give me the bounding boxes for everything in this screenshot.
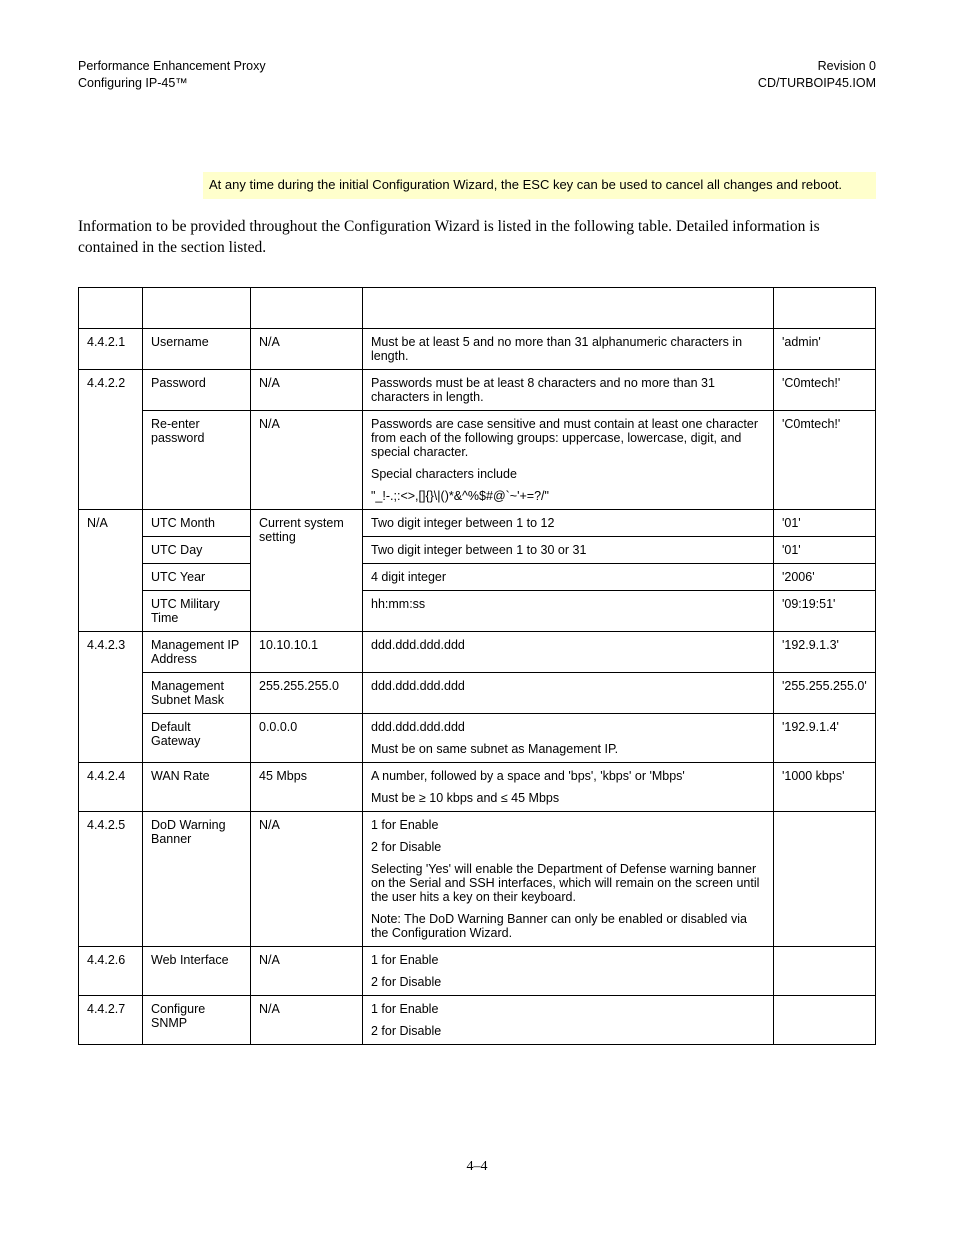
cell-field: WAN Rate: [143, 763, 251, 812]
cell-default: 0.0.0.0: [251, 714, 363, 763]
cell-default: N/A: [251, 947, 363, 996]
cell-section: 4.4.2.6: [79, 947, 143, 996]
cell-field: DoD Warning Banner: [143, 812, 251, 947]
cell-desc: 1 for Enable 2 for Disable Selecting 'Ye…: [363, 812, 774, 947]
cell-field: UTC Military Time: [143, 591, 251, 632]
table-row: 4.4.2.2 Password N/A Passwords must be a…: [79, 370, 876, 411]
cell-field: Username: [143, 329, 251, 370]
cell-example: '2006': [774, 564, 876, 591]
cell-section: 4.4.2.2: [79, 370, 143, 510]
table-row: 4.4.2.1 Username N/A Must be at least 5 …: [79, 329, 876, 370]
cell-example: 'C0mtech!': [774, 370, 876, 411]
table-row: 4.4.2.3 Management IP Address 10.10.10.1…: [79, 632, 876, 673]
cell-desc: Passwords are case sensitive and must co…: [363, 411, 774, 510]
cell-field: Re-enter password: [143, 411, 251, 510]
cell-section: 4.4.2.7: [79, 996, 143, 1045]
cell-example: '09:19:51': [774, 591, 876, 632]
cell-example: '01': [774, 510, 876, 537]
cell-default: N/A: [251, 370, 363, 411]
document-page: Performance Enhancement Proxy Configurin…: [0, 0, 954, 1235]
cell-field: UTC Year: [143, 564, 251, 591]
config-table: 4.4.2.1 Username N/A Must be at least 5 …: [78, 287, 876, 1045]
cell-desc: 1 for Enable 2 for Disable: [363, 947, 774, 996]
cell-desc: 1 for Enable 2 for Disable: [363, 996, 774, 1045]
cell-section: N/A: [79, 510, 143, 632]
cell-default: 10.10.10.1: [251, 632, 363, 673]
table-row: UTC Day Two digit integer between 1 to 3…: [79, 537, 876, 564]
table-row: 4.4.2.7 Configure SNMP N/A 1 for Enable …: [79, 996, 876, 1045]
cell-field: UTC Month: [143, 510, 251, 537]
cell-example: '192.9.1.3': [774, 632, 876, 673]
col-header: [363, 288, 774, 329]
cell-default: N/A: [251, 411, 363, 510]
cell-default: 45 Mbps: [251, 763, 363, 812]
header-subtitle: Configuring IP-45™: [78, 75, 266, 92]
cell-example: '1000 kbps': [774, 763, 876, 812]
header-title: Performance Enhancement Proxy: [78, 58, 266, 75]
cell-section: 4.4.2.1: [79, 329, 143, 370]
cell-example: [774, 947, 876, 996]
cell-example: 'C0mtech!': [774, 411, 876, 510]
header-revision: Revision 0: [758, 58, 876, 75]
cell-desc: A number, followed by a space and 'bps',…: [363, 763, 774, 812]
cell-field: Configure SNMP: [143, 996, 251, 1045]
cell-desc: ddd.ddd.ddd.ddd Must be on same subnet a…: [363, 714, 774, 763]
header-docid: CD/TURBOIP45.IOM: [758, 75, 876, 92]
table-header-row: [79, 288, 876, 329]
cell-desc: Two digit integer between 1 to 30 or 31: [363, 537, 774, 564]
table-row: UTC Year 4 digit integer '2006': [79, 564, 876, 591]
table-row: Default Gateway 0.0.0.0 ddd.ddd.ddd.ddd …: [79, 714, 876, 763]
table-row: N/A UTC Month Current system setting Two…: [79, 510, 876, 537]
intro-paragraph: Information to be provided throughout th…: [78, 217, 876, 259]
cell-field: UTC Day: [143, 537, 251, 564]
table-row: UTC Military Time hh:mm:ss '09:19:51': [79, 591, 876, 632]
cell-example: 'admin': [774, 329, 876, 370]
col-header: [143, 288, 251, 329]
cell-default: N/A: [251, 996, 363, 1045]
table-row: 4.4.2.5 DoD Warning Banner N/A 1 for Ena…: [79, 812, 876, 947]
cell-default: N/A: [251, 812, 363, 947]
cell-desc: ddd.ddd.ddd.ddd: [363, 632, 774, 673]
cell-default: 255.255.255.0: [251, 673, 363, 714]
note-box: At any time during the initial Configura…: [203, 172, 876, 200]
table-row: 4.4.2.6 Web Interface N/A 1 for Enable 2…: [79, 947, 876, 996]
table-row: Management Subnet Mask 255.255.255.0 ddd…: [79, 673, 876, 714]
table-row: 4.4.2.4 WAN Rate 45 Mbps A number, follo…: [79, 763, 876, 812]
col-header: [79, 288, 143, 329]
table-row: Re-enter password N/A Passwords are case…: [79, 411, 876, 510]
cell-section: 4.4.2.4: [79, 763, 143, 812]
page-header: Performance Enhancement Proxy Configurin…: [78, 58, 876, 92]
cell-field: Management IP Address: [143, 632, 251, 673]
cell-desc: 4 digit integer: [363, 564, 774, 591]
col-header: [251, 288, 363, 329]
page-number: 4–4: [0, 1159, 954, 1175]
cell-example: [774, 812, 876, 947]
cell-field: Default Gateway: [143, 714, 251, 763]
cell-default: N/A: [251, 329, 363, 370]
cell-field: Web Interface: [143, 947, 251, 996]
header-right: Revision 0 CD/TURBOIP45.IOM: [758, 58, 876, 92]
cell-desc: Must be at least 5 and no more than 31 a…: [363, 329, 774, 370]
cell-desc: ddd.ddd.ddd.ddd: [363, 673, 774, 714]
col-header: [774, 288, 876, 329]
cell-desc: Passwords must be at least 8 characters …: [363, 370, 774, 411]
cell-example: '255.255.255.0': [774, 673, 876, 714]
cell-section: 4.4.2.3: [79, 632, 143, 763]
cell-field: Management Subnet Mask: [143, 673, 251, 714]
cell-default: Current system setting: [251, 510, 363, 632]
cell-example: '192.9.1.4': [774, 714, 876, 763]
header-left: Performance Enhancement Proxy Configurin…: [78, 58, 266, 92]
cell-field: Password: [143, 370, 251, 411]
cell-example: '01': [774, 537, 876, 564]
cell-section: 4.4.2.5: [79, 812, 143, 947]
cell-desc: Two digit integer between 1 to 12: [363, 510, 774, 537]
cell-example: [774, 996, 876, 1045]
cell-desc: hh:mm:ss: [363, 591, 774, 632]
